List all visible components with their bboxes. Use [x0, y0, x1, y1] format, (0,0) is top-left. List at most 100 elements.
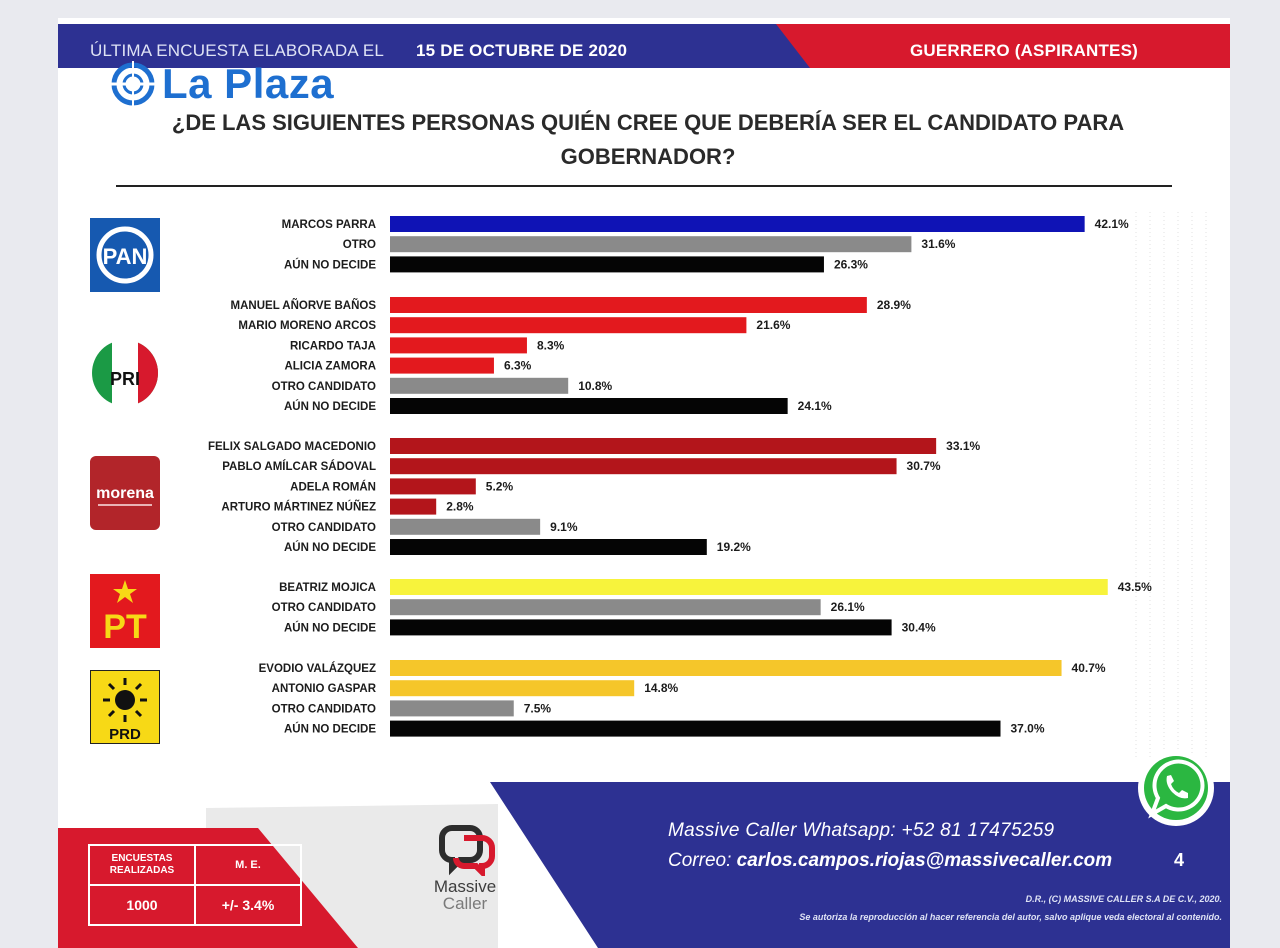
bar-label: AÚN NO DECIDE — [284, 723, 376, 736]
massive-caller-chat-icon — [439, 825, 495, 880]
footer-background — [58, 782, 1230, 948]
contact-whatsapp: Massive Caller Whatsapp: +52 81 17475259 — [668, 820, 1055, 841]
bar — [390, 438, 937, 454]
bar — [390, 539, 707, 555]
morena-logo-text: morena — [96, 485, 154, 502]
bar — [390, 700, 514, 717]
footer — [58, 778, 1230, 948]
pan-logo: PAN — [90, 218, 160, 292]
bar-label: FELIX SALGADO MACEDONIO — [208, 441, 376, 453]
contact-email: carlos.campos.riojas@massivecaller.com — [736, 850, 1113, 871]
header-survey-label: ÚLTIMA ENCUESTA ELABORADA EL — [90, 41, 385, 60]
bar-label: PABLO AMÍLCAR SÁDOVAL — [222, 460, 376, 473]
bar — [390, 478, 476, 495]
pri-logo: PRI — [92, 340, 158, 406]
contact-email-line: Correo: carlos.campos.riojas@massivecall… — [668, 850, 1112, 872]
bar-label: AÚN NO DECIDE — [284, 258, 376, 271]
bar-value-label: 21.6% — [756, 318, 790, 332]
stats-value-margin: +/- 3.4% — [221, 897, 275, 913]
sample-stats-table: ENCUESTAS REALIZADAS M. E. 1000 +/- 3.4% — [88, 844, 302, 926]
bar-label: AÚN NO DECIDE — [284, 621, 376, 634]
bar-chart: MARCOS PARRA 42.1% OTRO 31.6% AÚN NO DECIDE 2… — [208, 212, 1207, 758]
bar — [390, 518, 541, 535]
stats-header-margin: M. E. — [196, 846, 300, 886]
bar-label: OTRO — [343, 239, 376, 251]
stats-value-surveys: 1000 — [90, 886, 196, 924]
bar — [390, 680, 635, 697]
bar-value-label: 2.8% — [446, 500, 474, 514]
legal-copyright: D.R., (C) MASSIVE CALLER S.A DE C.V., 20… — [1025, 894, 1222, 904]
bar-value-label: 43.5% — [1118, 580, 1152, 594]
bar-label: BEATRIZ MOJICA — [279, 582, 376, 594]
bar-label: OTRO CANDIDATO — [272, 522, 376, 534]
bar — [390, 216, 1085, 232]
header-region: GUERRERO (ASPIRANTES) — [909, 41, 1138, 60]
la-plaza-watermark: La Plaza — [110, 60, 334, 108]
bar-value-label: 28.9% — [877, 298, 911, 312]
header-survey-date: 15 DE OCTUBRE DE 2020 — [416, 41, 628, 60]
bar-label: OTRO CANDIDATO — [272, 602, 376, 614]
bar — [390, 660, 1062, 676]
bar — [390, 357, 494, 374]
bar-label: EVODIO VALÁZQUEZ — [259, 662, 376, 675]
bar-value-label: 26.1% — [831, 600, 865, 614]
pan-logo-text: PAN — [103, 244, 148, 269]
bar-value-label: 19.2% — [717, 540, 751, 554]
massive-caller-name-2: Caller — [442, 894, 488, 913]
bar-label: AÚN NO DECIDE — [284, 541, 376, 554]
poll-question-line1: ¿DE LAS SIGUIENTES PERSONAS QUIÉN CREE Q… — [171, 110, 1125, 135]
stats-header-surveys: ENCUESTAS REALIZADAS — [90, 846, 196, 886]
contact-email-label: Correo: — [668, 850, 732, 871]
bar-value-label: 9.1% — [550, 520, 578, 534]
massive-caller-name: Massive — [433, 877, 497, 896]
la-plaza-globe-icon — [110, 61, 156, 107]
bar-value-label: 40.7% — [1072, 661, 1106, 675]
bar — [390, 337, 527, 354]
bar-value-label: 37.0% — [1011, 722, 1045, 736]
poll-sheet: ÚLTIMA ENCUESTA ELABORADA EL 15 DE OCTUB… — [58, 18, 1230, 948]
bar-value-label: 24.1% — [798, 399, 832, 413]
bar — [390, 498, 437, 515]
bar-value-label: 33.1% — [946, 439, 980, 453]
bar-label: OTRO CANDIDATO — [272, 703, 376, 715]
sun-icon — [115, 690, 135, 710]
bar-label: RICARDO TAJA — [290, 340, 376, 352]
massive-caller-logo: Massive Caller — [410, 818, 520, 928]
bar — [390, 398, 788, 414]
prd-logo: PRD — [90, 670, 160, 744]
legal-disclaimer: Se autoriza la reproducción al hacer ref… — [799, 912, 1222, 922]
morena-logo: morena — [90, 456, 160, 530]
bar-value-label: 30.4% — [902, 620, 936, 634]
pt-logo-text: PT — [103, 608, 147, 646]
question-divider — [116, 185, 1172, 187]
bar-value-label: 5.2% — [486, 479, 514, 493]
star-icon — [113, 580, 137, 603]
bar-label: ADELA ROMÁN — [290, 480, 376, 493]
header-band: ÚLTIMA ENCUESTA ELABORADA EL 15 DE OCTUB… — [58, 24, 1230, 68]
bar — [390, 317, 747, 334]
bar-label: ANTONIO GASPAR — [272, 683, 377, 695]
bar-label: OTRO CANDIDATO — [272, 381, 376, 393]
bar — [390, 297, 867, 313]
bar-value-label: 8.3% — [537, 338, 565, 352]
bar — [390, 236, 912, 253]
bar-value-label: 30.7% — [907, 459, 941, 473]
page-number: 4 — [1174, 850, 1185, 870]
bar — [390, 458, 897, 475]
bar-value-label: 31.6% — [921, 237, 955, 251]
la-plaza-text: La Plaza — [162, 60, 335, 107]
pri-logo-text: PRI — [110, 369, 140, 389]
bar-value-label: 7.5% — [524, 701, 552, 715]
bar-label: MARCOS PARRA — [282, 219, 376, 231]
bar — [390, 599, 821, 616]
bar-label: MARIO MORENO ARCOS — [238, 320, 376, 332]
bar-label: ALICIA ZAMORA — [284, 361, 376, 373]
pt-logo: PT — [90, 574, 160, 648]
poll-question: ¿DE LAS SIGUIENTES PERSONAS QUIÉN CREE Q… — [118, 106, 1178, 174]
bar — [390, 720, 1001, 737]
bar-label: AÚN NO DECIDE — [284, 400, 376, 413]
bar — [390, 579, 1108, 595]
bar — [390, 377, 569, 394]
bar — [390, 619, 892, 636]
bar — [390, 256, 824, 273]
